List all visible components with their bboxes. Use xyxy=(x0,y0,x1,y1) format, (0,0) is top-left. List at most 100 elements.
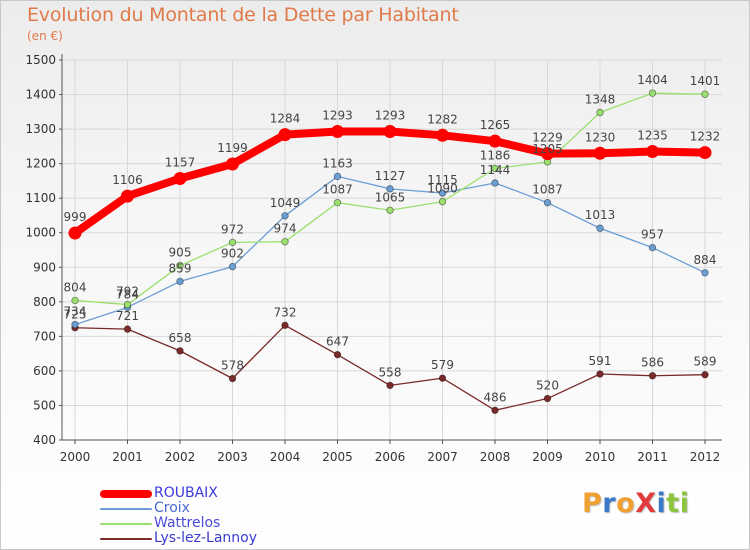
data-label: 1265 xyxy=(480,118,511,132)
data-label: 1087 xyxy=(532,183,563,197)
data-point xyxy=(698,146,712,160)
data-label: 1013 xyxy=(585,208,616,222)
data-label: 1087 xyxy=(322,183,353,197)
x-tick-label: 2002 xyxy=(165,450,196,464)
data-point xyxy=(648,89,657,97)
legend-label: Croix xyxy=(154,500,190,516)
data-point xyxy=(646,145,659,159)
x-tick-label: 2008 xyxy=(480,450,511,464)
data-point xyxy=(71,320,79,329)
data-label: 972 xyxy=(221,222,244,236)
data-point xyxy=(593,146,607,160)
data-point xyxy=(123,325,132,333)
data-label: 1106 xyxy=(112,173,143,187)
data-point xyxy=(176,347,184,355)
chart-legend: ROUBAIX Croix Wattrelos Lys-lez-Lannoy xyxy=(100,486,257,546)
data-label: 1293 xyxy=(375,109,406,123)
data-label: 957 xyxy=(641,228,664,242)
y-tick-label: 1000 xyxy=(25,226,56,240)
chart-unit-label: (en €) xyxy=(27,29,63,43)
y-tick-label: 900 xyxy=(33,260,56,274)
data-label: 1230 xyxy=(585,130,616,144)
data-label: 1401 xyxy=(690,74,721,88)
data-label: 589 xyxy=(694,355,717,369)
y-tick-label: 600 xyxy=(33,364,56,378)
data-point xyxy=(541,147,554,161)
legend-swatch xyxy=(100,537,152,540)
data-label: 1127 xyxy=(375,169,406,183)
brand-letter: o xyxy=(616,488,636,519)
data-point xyxy=(176,277,184,286)
y-tick-label: 500 xyxy=(33,398,56,412)
x-tick-label: 2012 xyxy=(690,450,721,464)
data-label: 1284 xyxy=(270,112,301,126)
data-label: 1293 xyxy=(322,109,353,123)
data-point xyxy=(438,197,447,206)
data-label: 578 xyxy=(221,359,244,373)
data-point xyxy=(173,171,187,185)
data-label: 1186 xyxy=(480,148,511,162)
data-label: 1049 xyxy=(270,196,301,210)
data-point xyxy=(386,206,394,214)
x-tick-label: 2011 xyxy=(637,450,668,464)
data-label: 1404 xyxy=(637,73,668,87)
brand-letter: P xyxy=(582,488,603,519)
data-point xyxy=(386,185,394,193)
x-tick-label: 2006 xyxy=(375,450,406,464)
data-point xyxy=(281,238,289,246)
data-point xyxy=(383,125,397,139)
chart-title: Evolution du Montant de la Dette par Hab… xyxy=(27,4,459,26)
data-point xyxy=(438,189,447,197)
x-tick-label: 2009 xyxy=(532,450,563,464)
data-label: 1205 xyxy=(532,142,563,156)
data-label: 905 xyxy=(169,246,192,260)
data-point xyxy=(543,198,552,207)
x-tick-label: 2010 xyxy=(585,450,616,464)
data-point xyxy=(491,179,499,187)
y-tick-label: 1300 xyxy=(25,122,56,136)
legend-item: Wattrelos xyxy=(100,516,257,531)
data-label: 558 xyxy=(379,365,402,379)
data-label: 725 xyxy=(64,308,87,322)
data-label: 902 xyxy=(221,247,244,261)
data-label: 859 xyxy=(169,261,192,275)
data-point xyxy=(596,224,604,232)
data-point xyxy=(226,157,239,171)
legend-label: ROUBAIX xyxy=(154,485,218,501)
data-label: 784 xyxy=(116,287,139,301)
data-label: 520 xyxy=(536,379,559,393)
legend-swatch xyxy=(100,507,152,510)
data-label: 1229 xyxy=(532,131,563,145)
data-point xyxy=(121,189,134,203)
x-tick-label: 2004 xyxy=(270,450,301,464)
data-label: 974 xyxy=(274,222,297,236)
legend-item: ROUBAIX xyxy=(100,486,257,501)
data-point xyxy=(701,371,709,379)
data-label: 732 xyxy=(274,305,297,319)
data-point xyxy=(71,296,79,305)
data-label: 586 xyxy=(641,356,664,370)
brand-logo: ProXiti xyxy=(582,488,689,519)
x-tick-label: 2003 xyxy=(217,450,248,464)
data-label: 1065 xyxy=(375,190,406,204)
data-label: 658 xyxy=(169,331,192,345)
data-point xyxy=(228,238,237,247)
brand-letter: t xyxy=(666,488,680,519)
data-point xyxy=(438,374,447,382)
data-point xyxy=(281,321,289,330)
x-tick-label: 2001 xyxy=(112,450,143,464)
data-point xyxy=(331,125,344,139)
data-point xyxy=(596,370,604,378)
data-point xyxy=(68,226,82,240)
data-point xyxy=(701,90,709,98)
legend-swatch xyxy=(100,522,152,525)
line-chart: 400 500 600 700 800 900 1000 1100 1200 1300 1400 15… xyxy=(25,53,722,464)
data-label: 1163 xyxy=(322,156,353,170)
data-point xyxy=(228,262,237,271)
data-label: 486 xyxy=(484,390,507,404)
legend-item: Croix xyxy=(100,501,257,516)
data-label: 1232 xyxy=(690,130,721,144)
data-point xyxy=(701,269,709,277)
y-tick-label: 1200 xyxy=(25,157,56,171)
data-point xyxy=(491,164,499,173)
